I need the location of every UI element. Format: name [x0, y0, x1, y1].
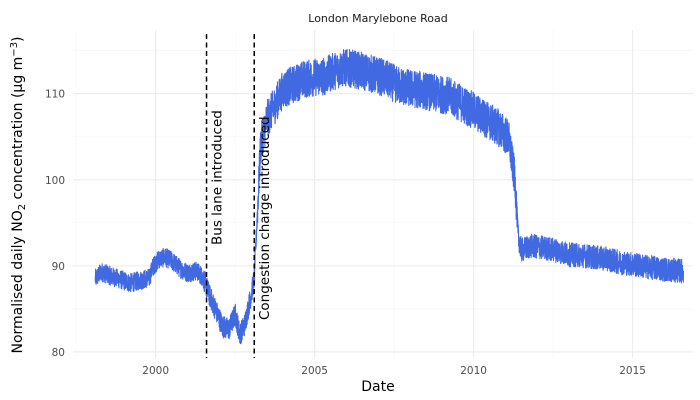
y-tick-label-90: 90	[52, 261, 65, 273]
y-axis-title-part-1: Normalised daily NO	[10, 210, 26, 353]
tick-labels: 2000 2005 2010 2015 80 90 100 110	[45, 89, 646, 377]
y-tick-label-110: 110	[45, 89, 65, 101]
x-tick-label-2005: 2005	[301, 365, 328, 377]
annotation-layer: Bus lane introduced Congestion charge int…	[205, 34, 273, 358]
x-tick-label-2000: 2000	[142, 365, 169, 377]
minor-gridlines	[73, 30, 693, 358]
x-tick-label-2010: 2010	[460, 365, 487, 377]
annotation-label-1: Bus lane introduced	[210, 110, 226, 245]
no2-series-line	[94, 49, 685, 345]
x-tick-label-2015: 2015	[619, 365, 646, 377]
annotation-label-2: Congestion charge introduced	[257, 116, 273, 320]
y-axis-title-part-3: )	[10, 36, 26, 41]
y-axis-title: Normalised daily NO2 concentration (µg m…	[9, 36, 28, 353]
chart-title: London Marylebone Road	[308, 12, 447, 25]
y-axis-title-part-2: concentration (µg m	[10, 57, 26, 204]
x-axis-title: Date	[361, 379, 394, 395]
y-axis-title-subscript: 2	[17, 204, 28, 210]
y-axis-title-superscript: −3	[9, 42, 20, 57]
y-tick-label-100: 100	[45, 175, 65, 187]
series-layer	[94, 49, 685, 345]
y-tick-label-80: 80	[52, 347, 65, 359]
